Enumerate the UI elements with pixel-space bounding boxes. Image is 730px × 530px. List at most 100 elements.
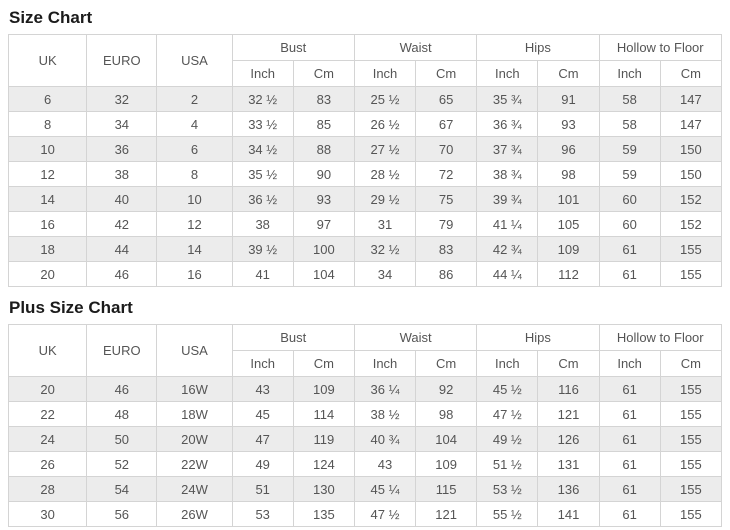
table-cell: 39 ½ — [231, 236, 294, 262]
table-cell: 47 — [231, 426, 294, 452]
column-header: UK — [7, 34, 88, 87]
unit-column-header: Inch — [231, 60, 294, 87]
table-cell: 41 — [231, 261, 294, 287]
table-cell: 50 — [86, 426, 158, 452]
table-cell: 75 — [415, 186, 478, 212]
table-cell: 14 — [156, 236, 233, 262]
column-header: EURO — [86, 324, 158, 377]
table-cell: 135 — [292, 501, 355, 527]
table-cell: 38 — [231, 211, 294, 237]
table-cell: 147 — [659, 111, 723, 137]
size-chart-header: UK EURO USA Bust Waist Hips Hollow to Floor Inc… — [7, 34, 723, 87]
table-cell: 47 ½ — [353, 501, 417, 527]
table-cell: 51 — [231, 476, 294, 502]
table-cell: 25 ½ — [353, 86, 417, 112]
table-cell: 42 ¾ — [476, 236, 539, 262]
table-cell: 109 — [292, 376, 355, 402]
table-cell: 24W — [156, 476, 233, 502]
table-cell: 152 — [659, 211, 723, 237]
table-row: 8 34 4 33 ½ 85 26 ½ 67 36 ¾ 93 58 147 — [7, 111, 723, 137]
table-cell: 98 — [415, 401, 478, 427]
table-cell: 16W — [156, 376, 233, 402]
table-cell: 61 — [598, 376, 661, 402]
table-cell: 43 — [231, 376, 294, 402]
table-cell: 10 — [156, 186, 233, 212]
table-cell: 98 — [537, 161, 600, 187]
table-cell: 155 — [659, 451, 723, 477]
table-cell: 58 — [598, 86, 661, 112]
table-cell: 40 ¾ — [353, 426, 417, 452]
table-cell: 12 — [7, 161, 88, 187]
table-cell: 105 — [537, 211, 600, 237]
column-header: UK — [7, 324, 88, 377]
table-row: 14 40 10 36 ½ 93 29 ½ 75 39 ¾ 101 60 152 — [7, 186, 723, 212]
table-cell: 155 — [659, 401, 723, 427]
table-row: 18 44 14 39 ½ 100 32 ½ 83 42 ¾ 109 61 155 — [7, 236, 723, 262]
table-cell: 8 — [156, 161, 233, 187]
table-cell: 34 — [86, 111, 158, 137]
table-cell: 65 — [415, 86, 478, 112]
plus-size-chart-section: Plus Size Chart UK EURO USA Bust Waist Hips Ho… — [7, 298, 723, 527]
plus-size-chart-body: 20 46 16W 43 109 36 ¼ 92 45 ½ 116 61 155 22 48 18W 45 1… — [7, 376, 723, 527]
table-cell: 150 — [659, 136, 723, 162]
unit-column-header: Cm — [537, 60, 600, 87]
table-cell: 38 ½ — [353, 401, 417, 427]
table-cell: 26W — [156, 501, 233, 527]
table-cell: 61 — [598, 426, 661, 452]
table-cell: 116 — [537, 376, 600, 402]
table-cell: 32 — [86, 86, 158, 112]
column-group-header: Waist — [353, 324, 478, 351]
table-cell: 35 ½ — [231, 161, 294, 187]
unit-column-header: Inch — [476, 350, 539, 377]
unit-column-header: Cm — [292, 350, 355, 377]
table-cell: 18W — [156, 401, 233, 427]
table-cell: 130 — [292, 476, 355, 502]
table-cell: 155 — [659, 426, 723, 452]
table-cell: 38 ¾ — [476, 161, 539, 187]
table-cell: 54 — [86, 476, 158, 502]
size-chart-table: UK EURO USA Bust Waist Hips Hollow to Floor Inc… — [7, 34, 723, 287]
table-cell: 26 ½ — [353, 111, 417, 137]
table-cell: 141 — [537, 501, 600, 527]
size-chart-section: Size Chart UK EURO USA Bust Waist Hips Hollow … — [7, 8, 723, 287]
unit-column-header: Inch — [476, 60, 539, 87]
table-row: 10 36 6 34 ½ 88 27 ½ 70 37 ¾ 96 59 150 — [7, 136, 723, 162]
column-group-header: Hips — [476, 324, 600, 351]
table-cell: 83 — [415, 236, 478, 262]
table-cell: 124 — [292, 451, 355, 477]
table-cell: 121 — [415, 501, 478, 527]
table-cell: 61 — [598, 261, 661, 287]
table-cell: 59 — [598, 136, 661, 162]
table-cell: 59 — [598, 161, 661, 187]
table-cell: 46 — [86, 261, 158, 287]
table-cell: 100 — [292, 236, 355, 262]
table-cell: 55 ½ — [476, 501, 539, 527]
table-cell: 83 — [292, 86, 355, 112]
table-cell: 91 — [537, 86, 600, 112]
table-cell: 27 ½ — [353, 136, 417, 162]
table-cell: 4 — [156, 111, 233, 137]
table-row: 20 46 16W 43 109 36 ¼ 92 45 ½ 116 61 155 — [7, 376, 723, 402]
table-cell: 18 — [7, 236, 88, 262]
table-cell: 46 — [86, 376, 158, 402]
unit-column-header: Inch — [353, 350, 417, 377]
table-cell: 70 — [415, 136, 478, 162]
header-row-units: Inch Cm Inch Cm Inch Cm Inch Cm — [9, 350, 723, 377]
table-cell: 30 — [7, 501, 88, 527]
table-cell: 61 — [598, 501, 661, 527]
table-row: 20 46 16 41 104 34 86 44 ¼ 112 61 155 — [7, 261, 723, 287]
table-cell: 60 — [598, 211, 661, 237]
table-cell: 72 — [415, 161, 478, 187]
table-cell: 61 — [598, 236, 661, 262]
table-cell: 58 — [598, 111, 661, 137]
table-cell: 12 — [156, 211, 233, 237]
table-cell: 41 ¼ — [476, 211, 539, 237]
table-cell: 45 — [231, 401, 294, 427]
table-cell: 49 — [231, 451, 294, 477]
table-cell: 56 — [86, 501, 158, 527]
table-cell: 16 — [156, 261, 233, 287]
table-row: 6 32 2 32 ½ 83 25 ½ 65 35 ¾ 91 58 147 — [7, 86, 723, 112]
table-cell: 121 — [537, 401, 600, 427]
table-cell: 104 — [292, 261, 355, 287]
table-cell: 14 — [7, 186, 88, 212]
